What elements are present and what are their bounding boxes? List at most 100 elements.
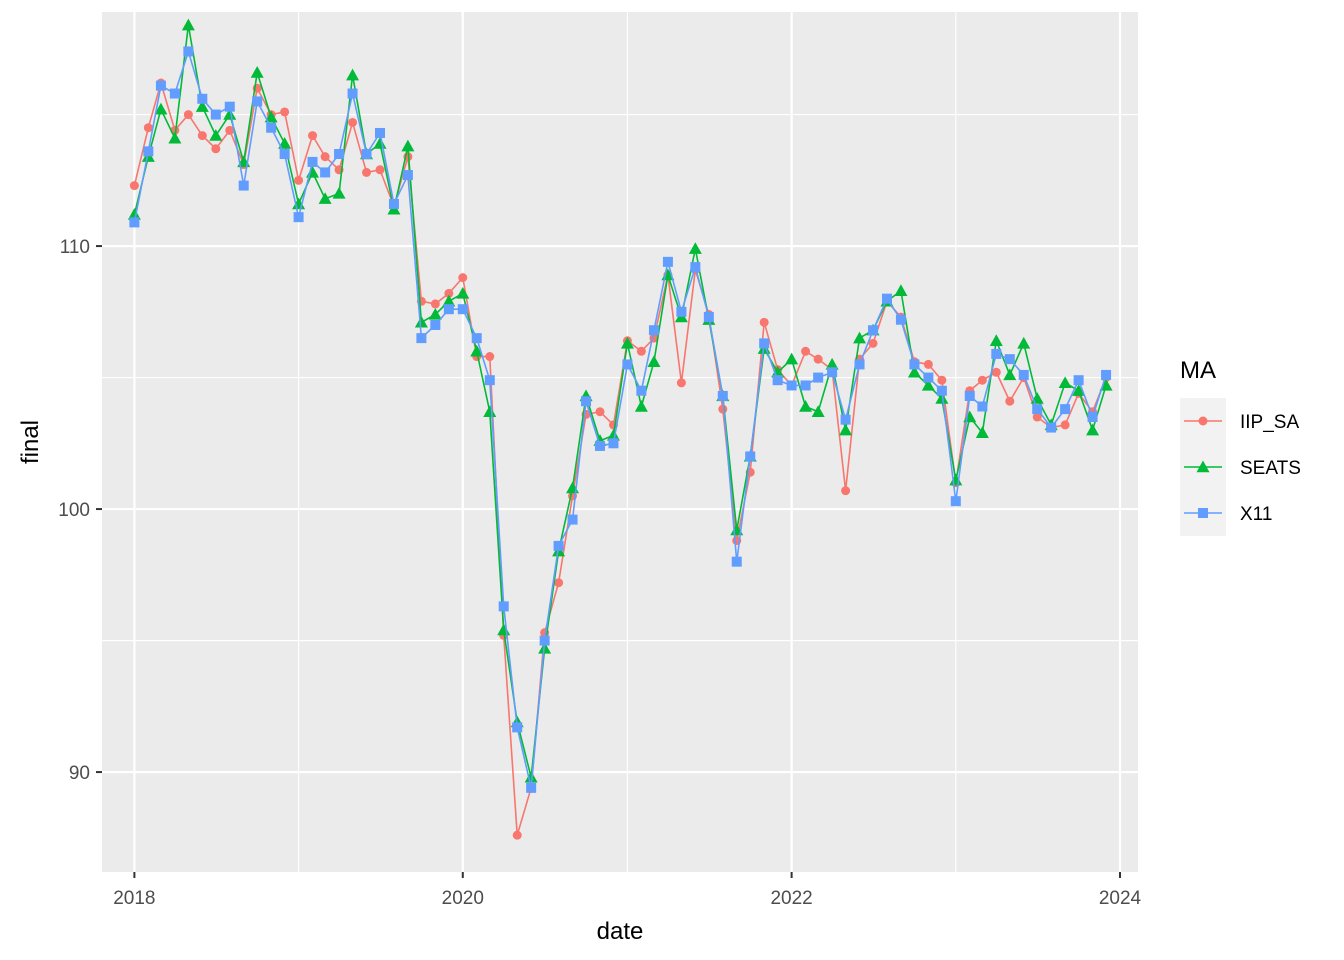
data-point-x11 <box>731 556 742 567</box>
data-point-seats <box>688 242 702 254</box>
data-point-x11 <box>800 380 811 391</box>
data-point-seats <box>620 336 634 349</box>
data-point-x11 <box>950 496 961 507</box>
data-point-x11 <box>430 319 441 330</box>
data-point-iip-sa <box>444 288 454 298</box>
data-point-iip-sa <box>676 378 686 388</box>
data-point-iip-sa <box>348 117 358 127</box>
data-point-seats <box>894 284 908 296</box>
data-point-x11 <box>129 217 140 228</box>
x-tick-label: 2024 <box>1099 888 1142 909</box>
data-point-iip-sa <box>595 407 605 417</box>
data-point-iip-sa <box>430 299 440 309</box>
data-point-seats <box>264 110 278 123</box>
data-point-x11 <box>498 601 509 612</box>
data-point-x11 <box>484 375 495 386</box>
data-point-x11 <box>854 359 865 370</box>
data-point-iip-sa <box>308 131 318 141</box>
data-point-seats <box>811 405 825 417</box>
data-point-seats <box>975 426 989 438</box>
x-tick-label: 2020 <box>442 888 484 909</box>
data-point-iip-sa <box>759 317 769 327</box>
data-point-seats <box>401 139 415 152</box>
legend-key-marker <box>1198 508 1208 518</box>
data-point-x11 <box>1018 369 1029 380</box>
data-point-seats <box>483 405 497 417</box>
data-point-seats <box>414 315 428 328</box>
data-point-seats <box>456 286 470 299</box>
data-point-iip-sa <box>143 123 153 133</box>
data-point-seats <box>785 352 799 365</box>
data-point-x11 <box>320 167 331 178</box>
data-point-x11 <box>690 262 701 273</box>
data-point-seats <box>1058 376 1072 389</box>
data-point-x11 <box>608 438 619 449</box>
data-point-iip-sa <box>183 110 193 120</box>
data-point-seats <box>853 331 867 344</box>
data-point-x11 <box>388 198 399 209</box>
legend-key-marker <box>1196 460 1210 473</box>
series-line-x11 <box>133 48 1107 789</box>
data-point-seats <box>250 65 264 78</box>
data-point-seats <box>634 399 648 412</box>
data-point-seats <box>907 365 921 378</box>
data-point-seats <box>1099 378 1113 391</box>
data-point-iip-sa <box>1060 420 1070 430</box>
data-point-seats <box>989 334 1003 346</box>
data-point-seats <box>935 392 949 404</box>
data-point-x11 <box>307 156 318 167</box>
data-point-seats <box>209 129 223 141</box>
data-point-iip-sa <box>280 107 290 117</box>
data-point-iip-sa <box>225 125 235 135</box>
x-axis: 2018 2020 2022 2024 <box>113 872 1142 909</box>
data-point-x11 <box>636 385 647 396</box>
data-point-x11 <box>293 212 304 223</box>
data-point-seats <box>332 186 346 199</box>
data-point-x11 <box>457 304 468 315</box>
data-point-x11 <box>936 385 947 396</box>
legend-label: X11 <box>1240 504 1272 525</box>
data-point-x11 <box>717 390 728 401</box>
data-point-x11 <box>786 380 797 391</box>
data-point-iip-sa <box>937 375 947 385</box>
data-point-x11 <box>210 109 221 120</box>
data-point-seats <box>825 357 839 370</box>
data-point-iip-sa <box>211 144 221 154</box>
data-point-x11 <box>991 348 1002 359</box>
data-point-seats <box>921 378 935 391</box>
data-point-iip-sa <box>813 354 823 364</box>
data-point-x11 <box>1032 404 1043 415</box>
data-point-x11 <box>443 304 454 315</box>
data-point-x11 <box>648 325 659 336</box>
data-point-iip-sa <box>458 273 468 283</box>
y-axis-title: final <box>17 420 44 464</box>
data-point-x11 <box>361 149 372 160</box>
legend-label: IIP_SA <box>1240 412 1299 433</box>
data-point-x11 <box>759 338 770 349</box>
data-point-iip-sa <box>554 578 564 588</box>
x-tick-label: 2018 <box>113 888 155 909</box>
data-point-x11 <box>662 256 673 267</box>
data-point-x11 <box>155 80 166 91</box>
data-point-x11 <box>334 149 345 160</box>
data-point-iip-sa <box>636 346 646 356</box>
x-axis-title: date <box>597 918 644 945</box>
data-point-x11 <box>224 101 235 112</box>
y-tick-label: 110 <box>60 237 90 258</box>
data-point-x11 <box>1073 375 1084 386</box>
data-point-iip-sa <box>841 486 851 496</box>
data-point-iip-sa <box>1005 396 1015 406</box>
y-tick-label: 100 <box>58 500 90 521</box>
data-point-x11 <box>745 451 756 462</box>
data-point-seats <box>839 423 853 436</box>
data-point-iip-sa <box>977 375 987 385</box>
data-point-iip-sa <box>129 181 139 191</box>
data-point-iip-sa <box>294 175 304 185</box>
data-point-x11 <box>471 333 482 344</box>
data-point-x11 <box>402 170 413 181</box>
data-point-iip-sa <box>868 338 878 348</box>
plot-panel <box>102 12 1138 872</box>
data-point-iip-sa <box>320 152 330 162</box>
legend-key-marker <box>1198 416 1208 426</box>
data-point-x11 <box>416 333 427 344</box>
